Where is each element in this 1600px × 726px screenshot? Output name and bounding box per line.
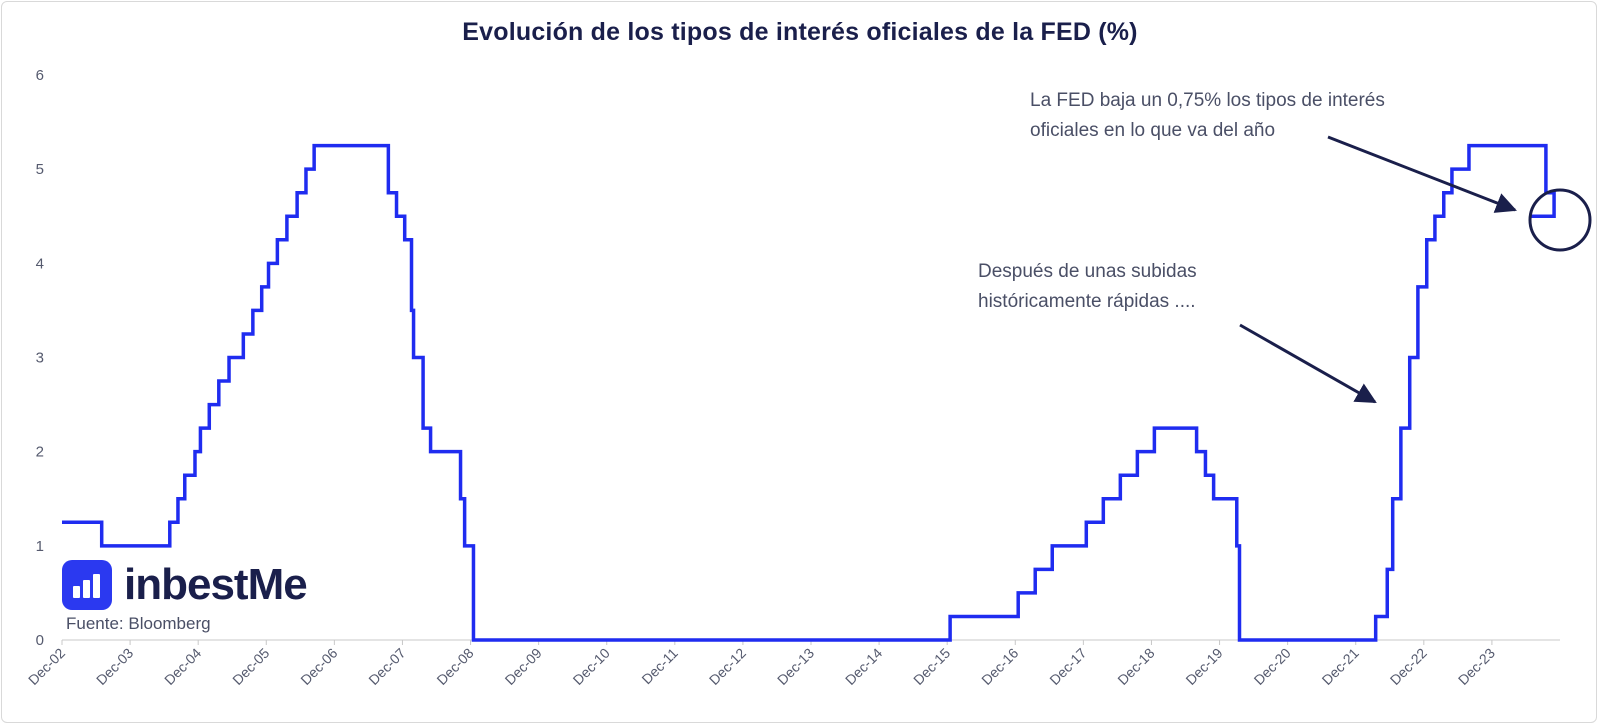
x-tick-label: Dec-21	[1319, 645, 1362, 688]
x-tick-label: Dec-22	[1387, 645, 1430, 688]
x-tick-label: Dec-10	[570, 645, 613, 688]
brand-logo-icon	[62, 560, 112, 610]
x-tick-label: Dec-02	[25, 645, 68, 688]
x-tick-label: Dec-17	[1046, 645, 1089, 688]
x-tick-label: Dec-14	[842, 645, 885, 688]
x-tick-label: Dec-18	[1114, 645, 1157, 688]
x-tick-label: Dec-06	[297, 645, 340, 688]
y-tick-label: 2	[36, 444, 44, 461]
x-tick-label: Dec-15	[910, 645, 953, 688]
x-tick-label: Dec-07	[365, 645, 408, 688]
y-tick-label: 5	[36, 161, 44, 178]
x-tick-label: Dec-16	[978, 645, 1021, 688]
annotation-text: oficiales en lo que va del año	[1030, 120, 1275, 141]
series-layer	[62, 143, 1556, 642]
x-tick-label: Dec-13	[774, 645, 817, 688]
annotation-arrow	[1327, 135, 1517, 213]
x-tick-label: Dec-04	[161, 645, 204, 688]
annotations: La FED baja un 0,75% los tipos de interé…	[978, 90, 1592, 404]
brand-logo-text: inbestMe	[124, 560, 308, 609]
annotation-text: históricamente rápidas ....	[978, 291, 1196, 312]
x-tick-label: Dec-12	[706, 645, 749, 688]
annotation-text: Después de unas subidas	[978, 261, 1197, 282]
y-tick-label: 3	[36, 350, 44, 367]
y-tick-label: 0	[36, 632, 44, 649]
y-tick-label: 4	[36, 255, 44, 272]
y-axis: 0 1 2 3 4 5 6	[36, 67, 44, 649]
x-tick-label: Dec-11	[638, 645, 681, 688]
x-tick-label: Dec-08	[433, 645, 476, 688]
x-tick-label: Dec-03	[93, 645, 136, 688]
x-tick-label: Dec-19	[1182, 645, 1225, 688]
x-tick-label: Dec-23	[1455, 645, 1498, 688]
highlight-circle	[1528, 188, 1592, 252]
x-axis: Dec-02 Dec-03 Dec-04 Dec-05 Dec-06 Dec-07 Dec-…	[25, 639, 1560, 688]
x-tick-label: Dec-20	[1251, 645, 1294, 688]
x-tick-label: Dec-09	[502, 645, 545, 688]
y-tick-label: 6	[36, 67, 44, 84]
x-tick-label: Dec-05	[229, 645, 272, 688]
y-tick-label: 1	[36, 538, 44, 555]
source-note: Fuente: Bloomberg	[66, 614, 211, 633]
brand-logo: inbestMe	[62, 560, 308, 610]
chart-title: Evolución de los tipos de interés oficia…	[462, 18, 1138, 46]
annotation-text: La FED baja un 0,75% los tipos de interé…	[1030, 90, 1385, 111]
annotation-arrow	[1239, 323, 1377, 404]
series-line	[62, 143, 1556, 642]
